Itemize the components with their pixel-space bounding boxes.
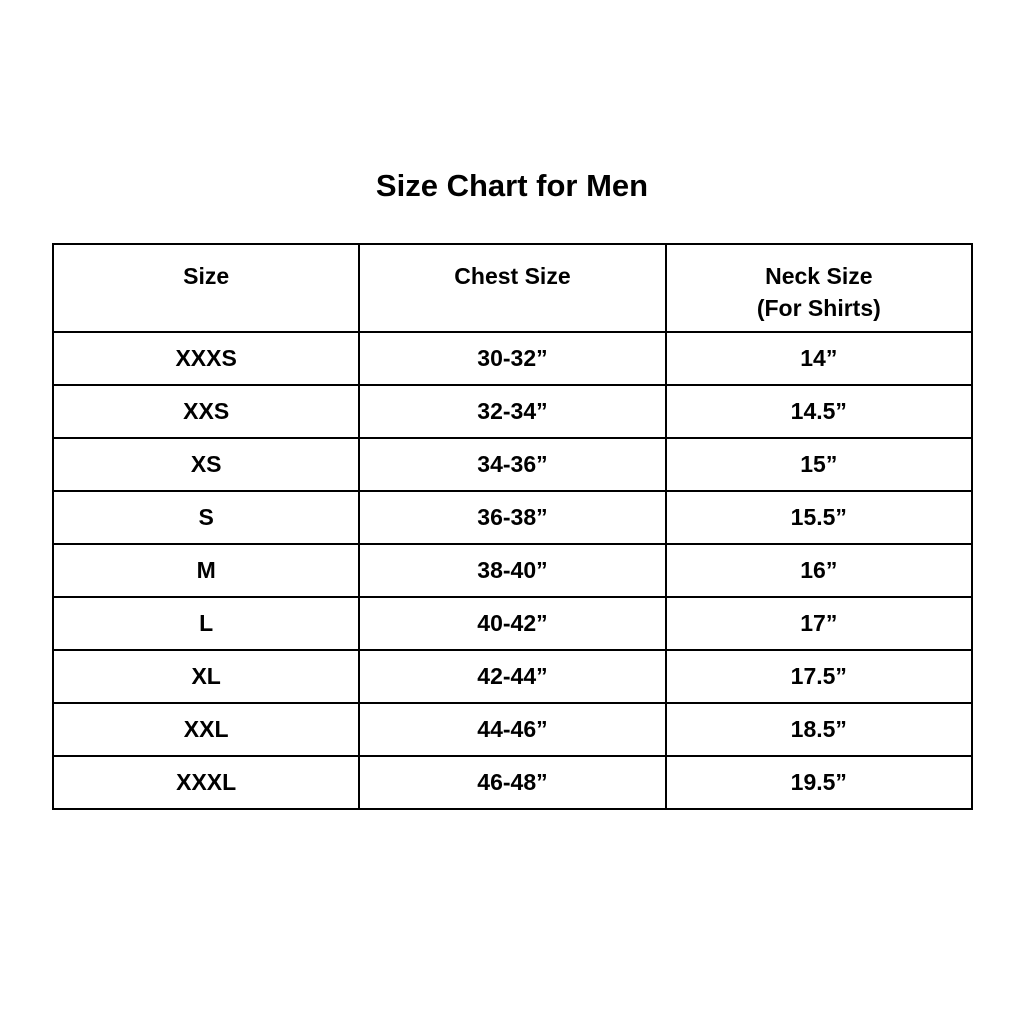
- cell-chest: 42-44”: [358, 649, 667, 704]
- table-row: XXS 32-34” 14.5”: [51, 384, 974, 439]
- table-row: XXXL 46-48” 19.5”: [51, 755, 974, 810]
- cell-size: XL: [51, 649, 361, 704]
- cell-size: L: [51, 596, 361, 651]
- page-title: Size Chart for Men: [375, 168, 649, 203]
- cell-size: XXS: [51, 384, 361, 439]
- header-row: Size Chest Size Neck Size (For Shirts): [51, 243, 974, 333]
- header-size: Size: [51, 243, 361, 333]
- table-row: XXL 44-46” 18.5”: [51, 702, 974, 757]
- cell-chest: 34-36”: [358, 437, 667, 492]
- cell-neck: 18.5”: [664, 702, 974, 757]
- cell-size: XXXS: [51, 331, 361, 386]
- cell-chest: 38-40”: [358, 543, 667, 598]
- table-row: S 36-38” 15.5”: [51, 490, 974, 545]
- cell-neck: 19.5”: [664, 755, 974, 810]
- cell-neck: 17”: [664, 596, 974, 651]
- cell-neck: 16”: [664, 543, 974, 598]
- cell-chest: 46-48”: [358, 755, 667, 810]
- header-neck-label: Neck Size: [765, 263, 873, 289]
- header-chest: Chest Size: [358, 243, 667, 333]
- table-row: XS 34-36” 15”: [51, 437, 974, 492]
- cell-size: XXXL: [51, 755, 361, 810]
- cell-chest: 44-46”: [358, 702, 667, 757]
- cell-chest: 40-42”: [358, 596, 667, 651]
- cell-size: M: [51, 543, 361, 598]
- cell-chest: 30-32”: [358, 331, 667, 386]
- size-table: Size Chest Size Neck Size (For Shirts) X…: [51, 243, 974, 810]
- cell-neck: 15”: [664, 437, 974, 492]
- table-row: XXXS 30-32” 14”: [51, 331, 974, 386]
- table-row: L 40-42” 17”: [51, 596, 974, 651]
- cell-neck: 14.5”: [664, 384, 974, 439]
- cell-size: XXL: [51, 702, 361, 757]
- header-neck-sub: (For Shirts): [756, 295, 881, 321]
- cell-chest: 36-38”: [358, 490, 667, 545]
- cell-size: XS: [51, 437, 361, 492]
- cell-neck: 15.5”: [664, 490, 974, 545]
- cell-neck: 14”: [664, 331, 974, 386]
- cell-chest: 32-34”: [358, 384, 667, 439]
- cell-size: S: [51, 490, 361, 545]
- header-neck: Neck Size (For Shirts): [664, 243, 974, 333]
- table-row: XL 42-44” 17.5”: [51, 649, 974, 704]
- table-row: M 38-40” 16”: [51, 543, 974, 598]
- cell-neck: 17.5”: [664, 649, 974, 704]
